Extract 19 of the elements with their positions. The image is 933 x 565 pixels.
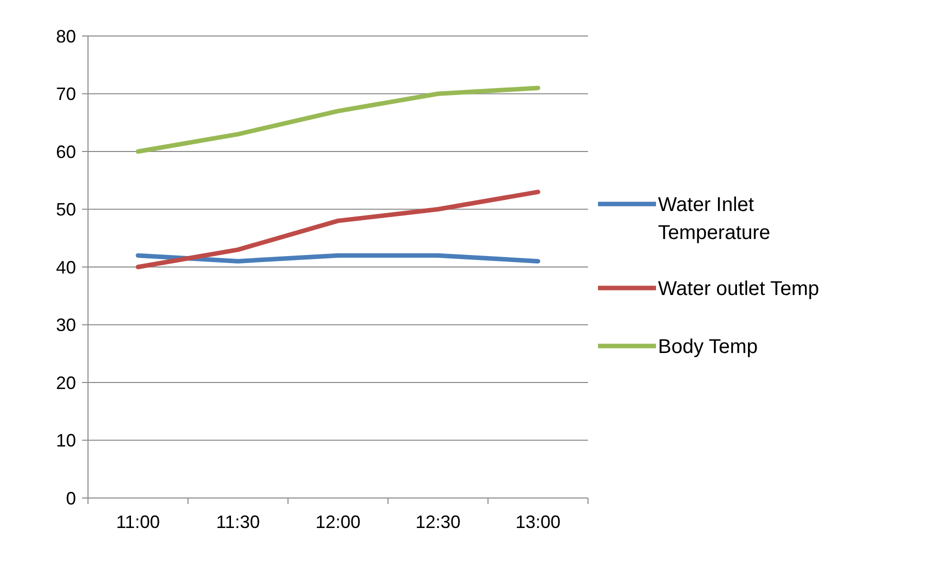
y-tick-label: 80 xyxy=(56,26,76,46)
line-series xyxy=(136,86,540,154)
y-tick-label: 20 xyxy=(56,372,76,393)
legend-label: Body Temp xyxy=(658,336,758,358)
x-tick-label: 12:00 xyxy=(315,512,361,532)
y-tick-label: 0 xyxy=(66,488,76,508)
x-tick-label: 11:00 xyxy=(116,512,160,532)
y-tick-label: 40 xyxy=(56,257,76,278)
legend-label: Water outlet Temp xyxy=(658,278,820,300)
y-tick-label: 50 xyxy=(56,200,76,220)
x-tick-label: 12:30 xyxy=(415,512,461,532)
x-tick-label: 13:00 xyxy=(515,512,561,532)
y-tick-label: 30 xyxy=(56,315,76,336)
legend-label: Water Inlet Temperature xyxy=(658,194,770,244)
y-tick-label: 60 xyxy=(56,142,76,162)
line-series xyxy=(136,190,540,270)
x-tick-label: 11:30 xyxy=(216,512,260,532)
y-tick-label: 10 xyxy=(56,430,76,451)
y-tick-label: 70 xyxy=(56,84,76,104)
